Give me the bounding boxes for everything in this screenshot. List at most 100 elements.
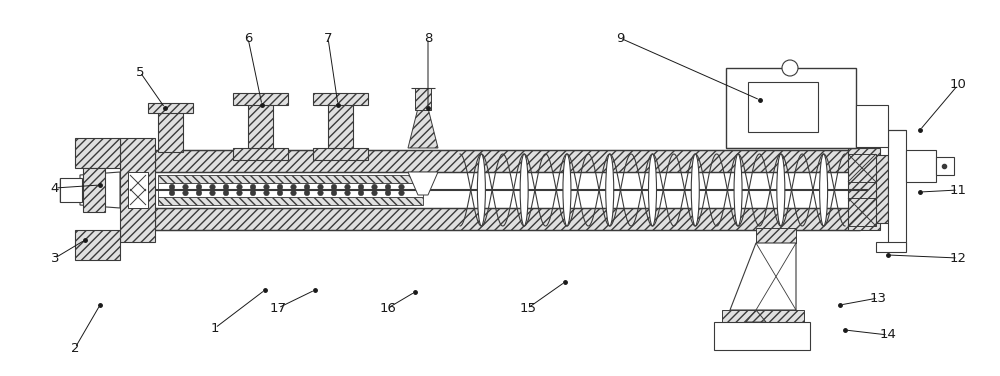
Ellipse shape [777,154,785,226]
Circle shape [183,184,188,190]
Circle shape [277,184,283,190]
Bar [248,103,273,148]
Bar [714,322,810,350]
Bar [83,168,105,212]
Text: 5: 5 [136,65,144,79]
Text: 16: 16 [380,302,396,314]
Circle shape [277,190,283,196]
Circle shape [291,190,296,196]
Polygon shape [746,310,766,322]
Polygon shape [80,172,120,208]
Bar [158,108,183,152]
Ellipse shape [820,154,828,226]
Bar [158,183,423,197]
Circle shape [345,184,350,190]
Bar [848,148,880,230]
Circle shape [210,184,215,190]
Circle shape [318,184,323,190]
Bar [906,150,936,182]
Bar [148,103,193,113]
Bar [726,68,856,148]
Text: 15: 15 [520,302,536,314]
Text: 17: 17 [270,302,287,314]
Bar [155,150,860,172]
Ellipse shape [563,154,571,226]
Bar [888,130,906,250]
Circle shape [318,190,323,196]
Text: 14: 14 [880,329,896,341]
Circle shape [237,184,242,190]
Circle shape [304,184,310,190]
Polygon shape [408,108,438,148]
Bar [75,230,120,260]
Circle shape [782,60,798,76]
Ellipse shape [691,154,699,226]
Circle shape [385,190,391,196]
Circle shape [372,190,377,196]
Circle shape [237,190,242,196]
Text: 8: 8 [424,32,432,44]
Bar [75,138,120,168]
Circle shape [250,190,256,196]
Circle shape [331,190,337,196]
Text: 12: 12 [950,252,966,264]
Bar [876,242,906,252]
Circle shape [250,184,256,190]
Circle shape [372,184,377,190]
Circle shape [169,184,175,190]
Ellipse shape [520,154,528,226]
Text: 4: 4 [51,182,59,194]
Text: 1: 1 [211,321,219,335]
Text: 2: 2 [71,341,79,355]
Text: 3: 3 [51,252,59,264]
Polygon shape [408,172,438,195]
Circle shape [399,190,404,196]
Circle shape [169,190,175,196]
Bar [60,178,82,202]
Bar [155,208,860,230]
Bar [158,175,423,183]
Bar [936,157,954,175]
Bar [415,88,431,110]
Circle shape [304,190,310,196]
Circle shape [210,190,215,196]
Circle shape [196,184,202,190]
Bar [313,148,368,160]
Circle shape [331,184,337,190]
Text: 11: 11 [950,183,966,197]
Text: 7: 7 [324,32,332,44]
Circle shape [345,190,350,196]
Circle shape [196,190,202,196]
Circle shape [399,184,404,190]
Circle shape [264,184,269,190]
Bar [876,155,888,223]
Bar [328,103,353,148]
Circle shape [385,184,391,190]
Ellipse shape [734,154,742,226]
Circle shape [183,190,188,196]
Bar [848,198,876,226]
Text: 6: 6 [244,32,252,44]
Bar [756,228,796,243]
Circle shape [358,184,364,190]
Circle shape [358,190,364,196]
Circle shape [223,184,229,190]
Circle shape [291,184,296,190]
Text: 13: 13 [870,291,887,305]
Bar [233,148,288,160]
Text: 10: 10 [950,79,966,91]
Ellipse shape [606,154,614,226]
Bar [848,154,876,182]
Ellipse shape [648,154,656,226]
Circle shape [264,190,269,196]
Bar [722,310,804,322]
Bar [120,138,155,242]
Polygon shape [730,243,796,310]
Bar [313,93,368,105]
Circle shape [223,190,229,196]
Bar [748,82,818,132]
Bar [128,172,148,208]
Bar [856,105,888,147]
Bar [158,197,423,205]
Ellipse shape [477,154,485,226]
